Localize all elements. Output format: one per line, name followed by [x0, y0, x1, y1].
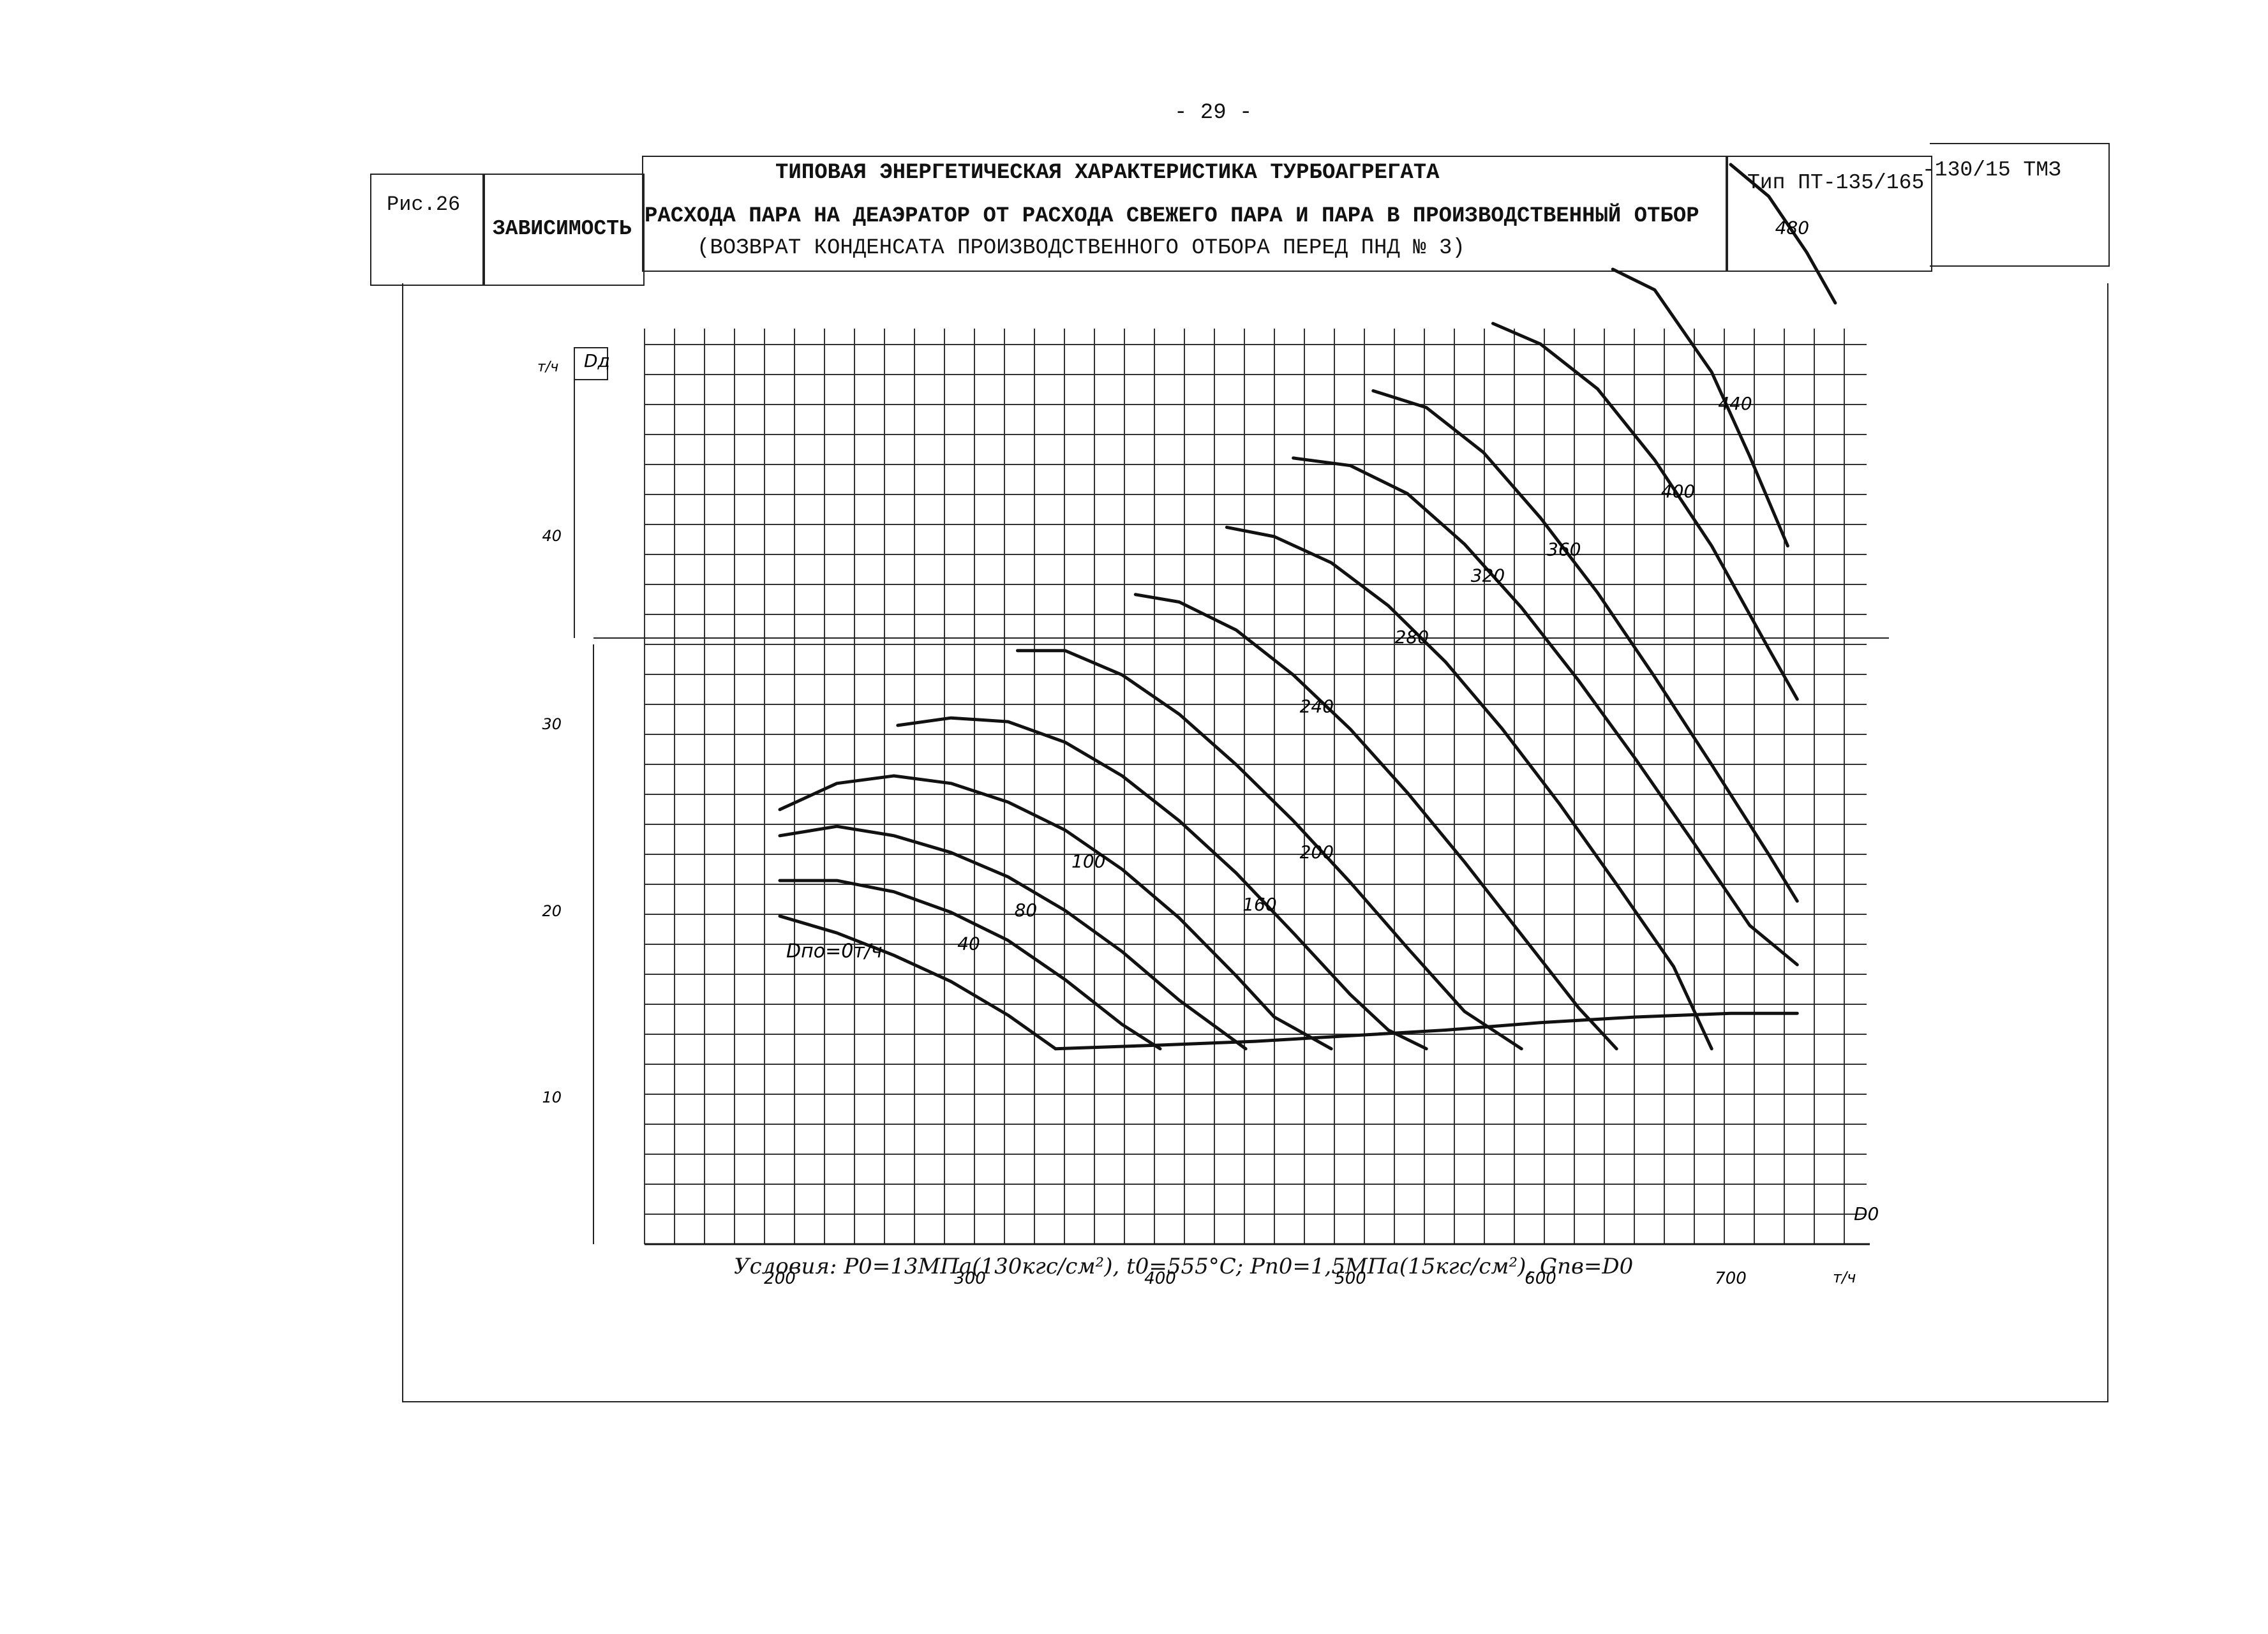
series-label: 400: [1661, 480, 1695, 501]
series-line-280: [1225, 525, 1713, 1051]
y-label-box: [574, 347, 608, 380]
x-tick-label: 400: [1144, 1269, 1176, 1288]
x-tick-label: 500: [1334, 1269, 1366, 1288]
series-line-Dпо0тч: [778, 914, 1057, 1051]
series-line-200: [1016, 649, 1523, 1051]
header-figure-cell: [370, 174, 485, 286]
header-title-cell: [642, 156, 1728, 272]
dependence-label: ЗАВИСИМОСТЬ: [493, 217, 632, 241]
series-line-160: [896, 716, 1428, 1051]
y-tick-label: 10: [542, 1088, 562, 1106]
x-axis-label: D0: [1854, 1203, 1879, 1224]
header-dependence-cell: [482, 174, 645, 286]
series-label: 360: [1547, 538, 1581, 560]
series-label: 320: [1471, 565, 1505, 586]
series-line-440: [1611, 267, 1789, 548]
series-label: 440: [1718, 393, 1752, 414]
conditions-note: Условия: P0=13МПа(130кгс/см²), t0=555°С;…: [734, 1254, 1634, 1279]
series-label: 200: [1300, 842, 1334, 863]
y-axis-label: Dд: [584, 350, 610, 371]
header-note: (ВОЗВРАТ КОНДЕНСАТА ПРОИЗВОДСТВЕННОГО ОТ…: [697, 236, 1465, 260]
y-tick-label: 30: [542, 715, 562, 733]
x-tick-label: 700: [1715, 1269, 1747, 1288]
series-line-240: [1133, 593, 1618, 1051]
series-line-480: [1729, 163, 1837, 305]
x-axis-unit: т/ч: [1833, 1268, 1856, 1286]
page-number: - 29 -: [1174, 101, 1253, 125]
x-tick-label: 300: [954, 1269, 986, 1288]
series-label: Dпо=0т/ч: [786, 940, 883, 962]
series-line-400: [1491, 322, 1799, 701]
series-line-80: [778, 824, 1248, 1051]
figure-number: Рис.26: [387, 193, 461, 216]
header-description: РАСХОДА ПАРА НА ДЕАЭРАТОР ОТ РАСХОДА СВЕ…: [645, 204, 1699, 228]
series-label: 80: [1015, 900, 1038, 921]
series-line-100: [778, 774, 1333, 1051]
series-label: 160: [1242, 894, 1276, 915]
header-title: ТИПОВАЯ ЭНЕРГЕТИЧЕСКАЯ ХАРАКТЕРИСТИКА ТУ…: [775, 161, 1440, 185]
series-line-40: [778, 879, 1162, 1051]
y-axis-unit: т/ч: [537, 359, 558, 375]
series-label: 480: [1775, 217, 1809, 238]
turbine-type-cont: -130/15 ТМЗ: [1922, 158, 2061, 182]
series-label: 240: [1300, 695, 1334, 717]
series-label: 280: [1395, 627, 1429, 648]
series-label: 100: [1071, 851, 1105, 872]
y-tick-label: 40: [542, 527, 562, 545]
header-type-ext-cell: [1930, 143, 2110, 267]
x-tick-label: 600: [1525, 1269, 1556, 1288]
x-tick-label: 200: [764, 1269, 796, 1288]
series-line-limit: [1054, 1011, 1799, 1051]
turbine-type: Тип ПТ-135/165: [1747, 171, 1925, 195]
series-label: 40: [957, 933, 980, 954]
series-line-360: [1371, 389, 1799, 903]
drawing-frame: [402, 283, 2108, 1402]
header-type-cell: [1726, 156, 1932, 272]
y-tick-label: 20: [542, 902, 562, 920]
series-line-320: [1292, 456, 1799, 967]
